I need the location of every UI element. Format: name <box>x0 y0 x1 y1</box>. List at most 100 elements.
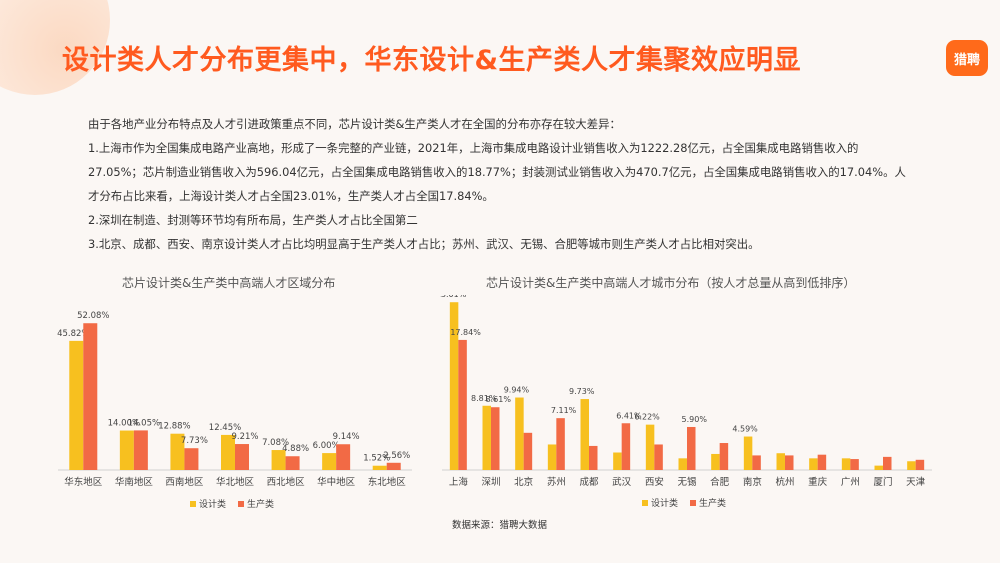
legend-label: 设计类 <box>199 498 226 510</box>
data-label: 23.01% <box>440 295 467 299</box>
bar-design <box>119 430 134 470</box>
bar-design <box>841 458 851 470</box>
data-label: 12.88% <box>158 422 190 432</box>
data-label: 12.45% <box>209 423 241 433</box>
bar-design <box>645 424 655 470</box>
x-tick-label: 上海 <box>449 476 469 488</box>
data-label: 6.00% <box>313 441 340 451</box>
intro-text: 由于各地产业分布特点及人才引进政策重点不同，芯片设计类&生产类人才在全国的分布亦… <box>88 112 968 256</box>
bar-production <box>184 448 199 470</box>
bar-production <box>386 462 401 470</box>
bar-design <box>547 444 557 470</box>
bar-production <box>83 323 98 470</box>
x-tick-label: 西安 <box>645 476 664 488</box>
bar-production <box>556 418 565 470</box>
data-label: 7.73% <box>181 436 208 446</box>
x-tick-label: 华中地区 <box>317 476 356 488</box>
liepin-logo: 猎聘 <box>946 40 988 76</box>
intro-line: 由于各地产业分布特点及人才引进政策重点不同，芯片设计类&生产类人才在全国的分布亦… <box>88 117 621 131</box>
x-tick-label: 苏州 <box>547 476 566 488</box>
bar-design <box>711 453 720 470</box>
data-label: 17.84% <box>450 328 481 337</box>
bar-production <box>621 423 631 470</box>
bar-production <box>915 459 925 470</box>
data-label: 7.08% <box>262 438 289 448</box>
bar-production <box>883 456 892 470</box>
bar-production <box>719 443 729 470</box>
city-chart-title: 芯片设计类&生产类中高端人才城市分布（按人才总量从高到低排序） <box>486 276 856 290</box>
x-tick-label: 西北地区 <box>267 476 306 488</box>
bar-design <box>515 397 524 470</box>
bar-design <box>743 436 753 470</box>
bar-design <box>907 461 916 470</box>
legend-swatch <box>690 500 696 506</box>
x-tick-label: 深圳 <box>481 477 500 488</box>
x-tick-label: 厦门 <box>873 476 892 488</box>
legend-label: 设计类 <box>651 497 678 509</box>
data-label: 9.14% <box>333 432 360 442</box>
data-label: 45.82% <box>57 329 89 339</box>
data-label: 8.61% <box>486 395 512 404</box>
data-label: 7.11% <box>551 406 577 415</box>
region-bar-chart: 45.82% 52.08% 华东地区 14.00%14.05% 华南地区 12.88% 7.… <box>57 311 412 510</box>
intro-line: 3.北京、成都、西安、南京设计类人才占比均明显高于生产类人才占比；苏州、武汉、无… <box>88 237 760 251</box>
intro-line: 27.05%；芯片制造业销售收入为596.04亿元，占全国集成电路销售收入的18… <box>88 165 906 179</box>
bar-design <box>221 434 235 470</box>
intro-line: 才分布占比来看，上海设计类人才占全国23.01%，生产类人才占全国17.84%。 <box>88 189 494 203</box>
bar-production <box>285 456 300 470</box>
bar-production <box>752 455 761 470</box>
bar-production <box>458 339 467 470</box>
data-label: 14.05% <box>128 418 160 428</box>
bar-design <box>613 452 622 470</box>
bar-design <box>322 453 337 470</box>
bar-production <box>589 445 598 470</box>
x-tick-label: 华东地区 <box>64 476 103 488</box>
bar-production <box>133 430 148 470</box>
x-tick-label: 无锡 <box>677 476 696 488</box>
bar-design <box>580 399 589 470</box>
data-label: 9.73% <box>569 387 595 396</box>
bar-production <box>491 407 500 470</box>
bar-design <box>874 465 883 470</box>
x-tick-label: 成都 <box>579 476 599 488</box>
page-title: 设计类人才分布更集中，华东设计&生产类人才集聚效应明显 <box>62 45 802 76</box>
bar-production <box>817 454 827 470</box>
x-tick-label: 华北地区 <box>216 476 255 488</box>
bar-design <box>69 340 84 470</box>
city-bar-chart: 23.01% 17.84% 上海 8.81%8.61% 深圳 9.94% 北京 7.11% 苏州… <box>440 295 932 509</box>
data-label: 9.21% <box>231 432 258 442</box>
legend-swatch <box>238 501 244 507</box>
bar-production <box>785 455 794 470</box>
data-label: 6.41% <box>616 411 642 420</box>
x-tick-label: 华南地区 <box>115 476 154 488</box>
x-tick-label: 东北地区 <box>368 476 407 488</box>
bar-design <box>776 453 785 470</box>
legend-label: 生产类 <box>247 498 274 510</box>
legend-label: 生产类 <box>699 497 726 509</box>
x-tick-label: 重庆 <box>808 476 828 488</box>
bar-production <box>523 432 533 470</box>
bar-design <box>482 405 491 470</box>
x-tick-label: 广州 <box>841 476 860 488</box>
bar-production <box>336 444 351 470</box>
bar-design <box>449 302 459 470</box>
legend-swatch <box>190 501 196 507</box>
data-label: 6.22% <box>634 413 660 422</box>
legend-swatch <box>642 500 648 506</box>
data-label: 5.90% <box>682 415 708 424</box>
intro-line: 2.深圳在制造、封测等环节均有所布局，生产类人才占比全国第二 <box>88 213 418 227</box>
intro-line: 1.上海市作为全国集成电路产业高地，形成了一条完整的产业链，2021年，上海市集… <box>88 141 859 155</box>
bar-design <box>271 450 286 470</box>
x-tick-label: 北京 <box>514 476 533 488</box>
x-tick-label: 南京 <box>743 476 762 488</box>
bar-production <box>235 444 249 470</box>
data-label: 4.59% <box>732 425 758 434</box>
data-label: 8.81% <box>471 394 497 403</box>
bar-design <box>678 458 687 470</box>
data-label: 4.88% <box>282 444 309 454</box>
x-tick-label: 天津 <box>906 477 926 488</box>
x-tick-label: 合肥 <box>710 476 730 488</box>
bar-design <box>170 433 185 470</box>
bar-design <box>372 465 387 470</box>
data-label: 9.94% <box>504 386 530 395</box>
